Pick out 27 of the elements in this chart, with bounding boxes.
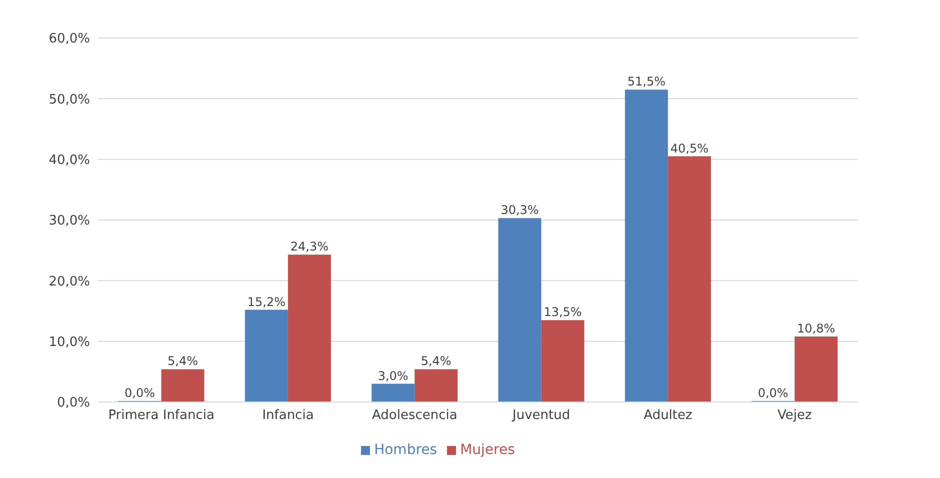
x-tick-label: Adolescencia [372,408,458,424]
x-tick-label: Primera Infancia [108,408,214,424]
data-label: 10,8% [797,321,836,336]
data-label: 0,0% [758,386,788,400]
legend-label: Mujeres [460,442,515,458]
y-tick-label: 50,0% [48,92,90,108]
y-tick-label: 20,0% [48,274,90,290]
data-label: 3,0% [378,368,408,383]
data-label: 24,3% [290,240,328,254]
data-label: 13,5% [544,305,582,320]
x-tick-label: Juventud [512,408,570,424]
y-tick-label: 10,0% [48,334,90,350]
y-tick-label: 60,0% [48,32,90,47]
data-label: 5,4% [420,354,452,368]
data-label: 40,5% [670,141,708,156]
data-label: 30,3% [500,203,539,218]
legend-label: Hombres [374,442,438,458]
y-tick-label: 30,0% [48,214,90,229]
data-label: 51,5% [627,74,666,89]
x-tick-label: Adultez [644,408,693,424]
y-tick-label: 0,0% [56,396,90,411]
y-tick-label: 40,0% [48,152,90,168]
data-label: 5,4% [168,354,198,368]
data-label: 15,2% [247,294,286,309]
x-tick-label: Infancia [262,408,314,424]
data-label: 0,0% [124,386,156,400]
x-tick-label: Vejez [778,408,812,424]
